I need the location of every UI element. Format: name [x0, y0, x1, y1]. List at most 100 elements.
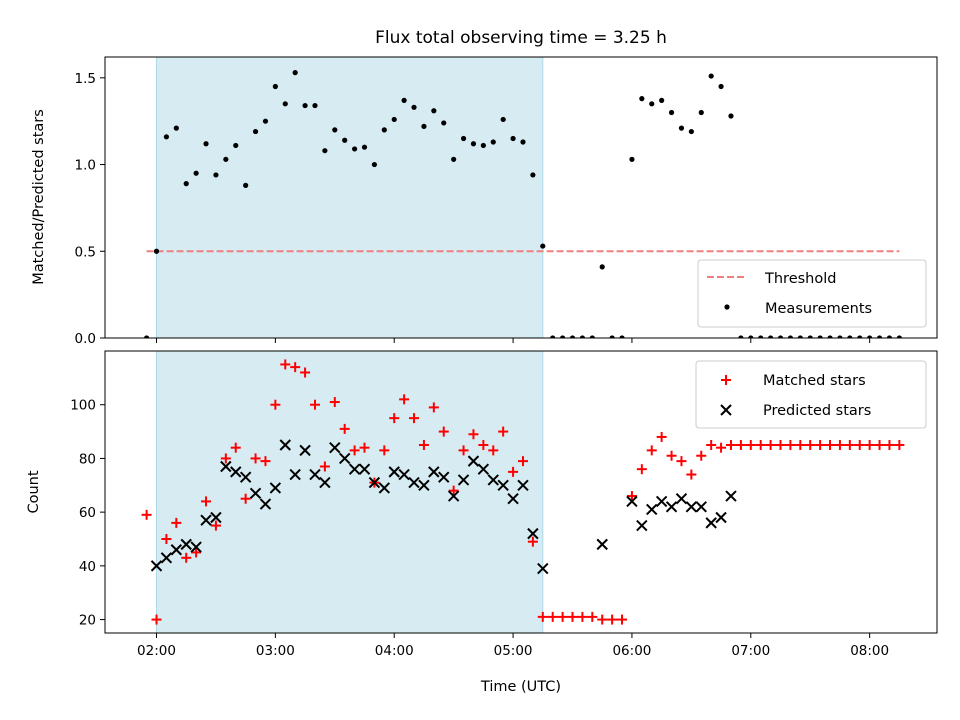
- matched-star-point: [428, 402, 439, 413]
- x-tick-label: 05:00: [494, 643, 533, 659]
- predicted-star-point: [160, 552, 173, 564]
- predicted-star-point: [170, 544, 183, 556]
- matched-star-point: [646, 445, 657, 456]
- measurement-point: [411, 104, 417, 110]
- predicted-star-point: [319, 476, 331, 489]
- matched-star-point: [805, 440, 816, 450]
- x-tick-label: 07:00: [731, 643, 770, 659]
- matched-star-point: [191, 547, 202, 558]
- predicted-star-point: [685, 501, 698, 513]
- matched-star-point: [230, 442, 241, 453]
- matched-star-point: [825, 440, 836, 450]
- measurement-point: [748, 335, 754, 338]
- predicted-star-point: [180, 538, 192, 551]
- matched-star-point: [478, 440, 489, 450]
- predicted-star-point: [527, 527, 539, 540]
- axes-frame: [104, 56, 938, 339]
- measurement-point: [213, 172, 219, 178]
- matched-star-point: [250, 453, 261, 464]
- predicted-star-point: [358, 463, 371, 475]
- predicted-star-point: [408, 476, 420, 489]
- matched-star-point: [567, 611, 578, 622]
- matched-star-point: [527, 536, 538, 547]
- predicted-star-point: [289, 468, 301, 481]
- predicted-star-point: [517, 479, 529, 491]
- predicted-star-point: [388, 466, 400, 478]
- matched-star-point: [409, 413, 420, 424]
- predicted-star-point: [210, 511, 222, 524]
- count-panel: 20 40 60 80 100 02:00 03:00 04:00 05:00 06:00 07:0…: [70, 350, 938, 659]
- matched-star-point: [210, 520, 221, 531]
- legend-threshold-label: Threshold: [764, 271, 836, 287]
- measurement-point: [827, 335, 833, 338]
- measurement-point: [500, 116, 506, 123]
- predicted-star-point: [725, 490, 737, 502]
- matched-star-point: [607, 614, 618, 625]
- matched-star-point: [438, 426, 449, 437]
- measurement-point: [668, 109, 675, 116]
- matched-star-point: [171, 517, 182, 528]
- x-tick-label: 03:00: [256, 643, 295, 659]
- measurement-point: [480, 142, 486, 149]
- predicted-star-point: [665, 501, 678, 513]
- measurement-point: [401, 97, 407, 103]
- y-tick-label: 100: [70, 398, 96, 414]
- matched-star-point: [547, 611, 558, 622]
- measurement-point: [599, 264, 605, 270]
- y-tick-label: 60: [79, 505, 96, 521]
- measurement-point: [678, 125, 685, 131]
- predicted-star-point: [230, 466, 242, 478]
- matched-star-point: [735, 440, 746, 450]
- predicted-star-point: [190, 541, 202, 553]
- matched-star-point: [270, 399, 281, 410]
- predicted-star-point: [438, 471, 450, 483]
- measurement-point: [223, 156, 229, 162]
- matched-star-point: [201, 496, 212, 507]
- matched-star-point: [676, 456, 687, 467]
- measurement-point: [847, 335, 853, 338]
- predicted-star-point: [299, 444, 311, 457]
- predicted-star-point: [487, 474, 499, 486]
- predicted-star-point: [655, 495, 668, 508]
- measurement-point: [540, 243, 546, 249]
- predicted-star-point: [428, 466, 440, 478]
- matched-star-point: [161, 534, 172, 544]
- predicted-star-point: [705, 517, 717, 529]
- matched-star-point: [765, 440, 776, 450]
- measurement-point: [896, 335, 902, 338]
- matched-star-point: [577, 611, 588, 622]
- measurement-point: [243, 182, 249, 188]
- x-tick-label: 06:00: [612, 643, 651, 659]
- predicted-star-point: [467, 455, 480, 467]
- measurement-point: [787, 335, 794, 338]
- measurement-point: [173, 125, 179, 131]
- ratio-panel: 0.0 0.5 1.0 1.5 Threshold Measurements: [75, 56, 938, 347]
- measurement-point: [728, 113, 734, 119]
- predicted-star-point: [447, 490, 460, 502]
- matched-star-point: [706, 440, 717, 450]
- measurement-point: [688, 128, 694, 135]
- matched-star-point: [458, 445, 469, 456]
- matched-star-point: [864, 440, 875, 450]
- measurement-point: [252, 128, 259, 135]
- predicted-star-point: [378, 482, 391, 494]
- measurement-point: [292, 70, 298, 76]
- measurement-point: [371, 161, 378, 168]
- matched-star-point: [488, 445, 499, 456]
- matched-star-point: [399, 394, 410, 405]
- predicted-star-point: [220, 460, 232, 473]
- measurement-point: [589, 335, 595, 338]
- predicted-star-point: [596, 538, 608, 551]
- measurement-point: [183, 181, 189, 187]
- axes-frame: [104, 350, 938, 634]
- y-tick-label: 0.5: [75, 244, 96, 260]
- predicted-star-point: [398, 468, 410, 481]
- measurement-point: [490, 139, 496, 145]
- predicted-star-point: [457, 474, 470, 486]
- matched-star-point: [359, 442, 370, 453]
- measurement-point: [361, 144, 368, 150]
- predicted-star-point: [348, 463, 361, 475]
- measurement-point: [867, 335, 873, 338]
- legend-predicted-label: Predicted stars: [763, 403, 871, 419]
- predicted-star-point: [497, 479, 509, 491]
